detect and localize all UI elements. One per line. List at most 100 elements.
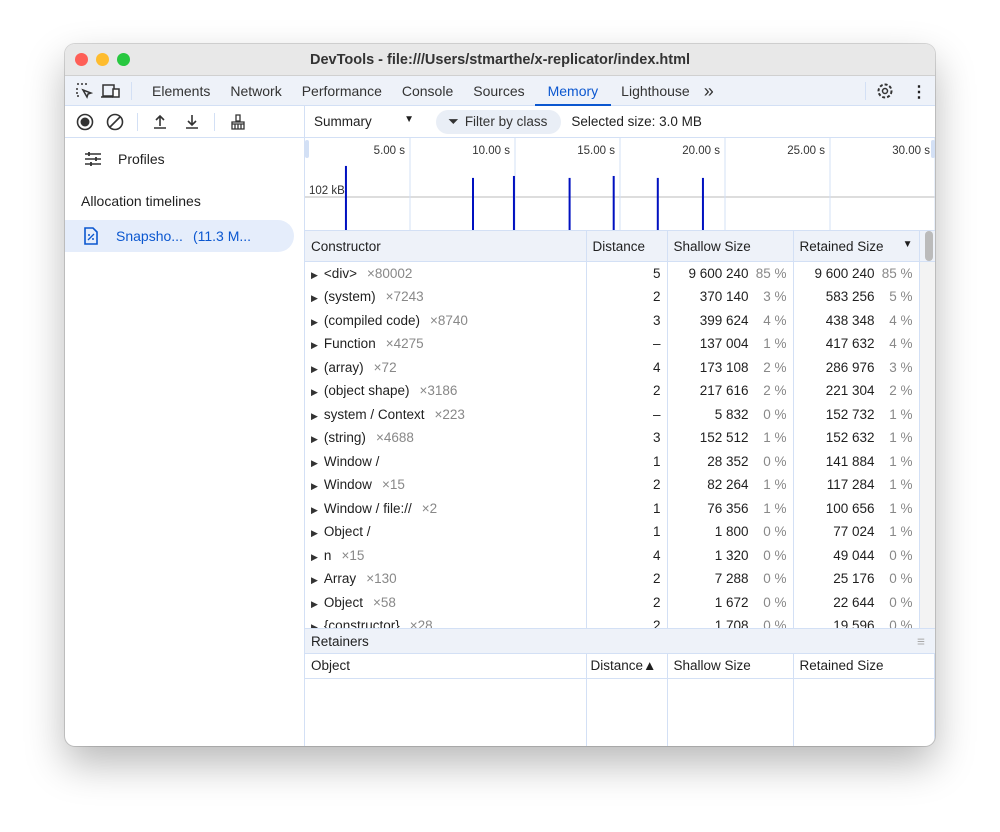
ret-col-object[interactable]: Object (305, 654, 587, 679)
shallow-cell: 152 512 1 % (667, 426, 794, 450)
expand-triangle-icon[interactable]: ▶ (311, 622, 318, 628)
window-title: DevTools - file:///Users/stmarthe/x-repl… (309, 52, 691, 68)
view-select[interactable]: Summary ▼ (314, 114, 414, 129)
col-shallow-size[interactable]: Shallow Size (667, 231, 794, 262)
range-handle-right[interactable] (931, 140, 935, 158)
col-retained-size[interactable]: Retained Size ▼ (793, 231, 920, 262)
scrollbar[interactable] (919, 231, 935, 262)
table-row[interactable]: ▶ Object ×58 2 1 672 0 % 22 644 0 % (305, 590, 935, 614)
retained-cell: 22 644 0 % (793, 590, 920, 614)
table-row[interactable]: ▶ Object / 1 1 800 0 % 77 024 1 % (305, 520, 935, 544)
expand-triangle-icon[interactable]: ▶ (311, 481, 318, 492)
expand-triangle-icon[interactable]: ▶ (311, 293, 318, 304)
table-row[interactable]: ▶ Array ×130 2 7 288 0 % 25 176 0 % (305, 567, 935, 591)
tab-console[interactable]: Console (401, 82, 454, 99)
filter-by-class-input[interactable]: ⏷ Filter by class (436, 109, 562, 134)
retained-size: 49 044 (833, 547, 875, 563)
constructor-cell: ▶ n ×15 (305, 543, 587, 567)
allocation-timeline[interactable]: 5.00 s 10.00 s 15.00 s 20.00 s 25.00 s 30.00 … (305, 138, 935, 231)
table-row[interactable]: ▶ Window / file://×2 1 76 356 1 % 100 656 1… (305, 496, 935, 520)
retained-size: 9 600 240 (814, 266, 875, 281)
record-icon[interactable] (73, 113, 97, 131)
table-row[interactable]: ▶ {constructor} ×28 2 1 708 0 % 19 596 0 % (305, 614, 935, 628)
tab-elements[interactable]: Elements (152, 82, 211, 99)
clear-icon[interactable] (101, 113, 129, 131)
more-options-icon[interactable]: ⋮ (911, 84, 927, 101)
retained-cell: 25 176 0 % (793, 567, 920, 591)
expand-triangle-icon[interactable]: ▶ (311, 270, 318, 280)
range-handle-left[interactable] (305, 140, 309, 158)
more-tabs-icon[interactable]: » (703, 80, 714, 101)
expand-triangle-icon[interactable]: ▶ (311, 457, 318, 468)
shallow-pct: 1 % (763, 336, 787, 352)
tab-sources[interactable]: Sources (473, 82, 525, 99)
distance-cell: 1 (586, 449, 668, 473)
drag-handle-icon[interactable]: ≡ (917, 634, 925, 649)
instance-count: ×15 (381, 477, 405, 493)
constructor-cell: ▶ (array) ×72 (305, 355, 587, 379)
tab-performance[interactable]: Performance (301, 82, 382, 99)
device-toolbar-icon[interactable] (97, 82, 125, 100)
ret-col-shallow[interactable]: Shallow Size (667, 654, 794, 679)
expand-triangle-icon[interactable]: ▶ (311, 434, 318, 445)
shallow-pct: 2 % (763, 383, 787, 399)
inspect-element-icon[interactable] (71, 82, 97, 100)
table-row[interactable]: ▶ (string) ×4688 3 152 512 1 % 152 632 1 % (305, 426, 935, 450)
constructor-name: (object shape) (323, 383, 410, 399)
col-distance[interactable]: Distance (586, 231, 668, 262)
zoom-button[interactable] (117, 53, 130, 66)
constructor-name: system / Context (323, 406, 425, 422)
table-row[interactable]: ▶ Function ×4275 – 137 004 1 % 417 632 4 % (305, 332, 935, 356)
expand-triangle-icon[interactable]: ▶ (311, 410, 318, 421)
expand-triangle-icon[interactable]: ▶ (311, 598, 318, 609)
table-row[interactable]: ▶ system / Context ×223 – 5 832 0 % 152 732… (305, 402, 935, 426)
instance-count: ×130 (366, 571, 397, 587)
table-row[interactable]: ▶ (array) ×72 4 173 108 2 % 286 976 3 % (305, 355, 935, 379)
close-button[interactable] (75, 53, 88, 66)
table-row[interactable]: ▶ (compiled code) ×8740 3 399 624 4 % 438 3… (305, 308, 935, 332)
settings-gear-icon[interactable] (875, 81, 895, 101)
constructor-name: Window (323, 477, 372, 493)
tab-lighthouse[interactable]: Lighthouse (621, 82, 690, 99)
retained-pct: 1 % (889, 406, 913, 422)
table-row[interactable]: ▶ (system) ×7243 2 370 140 3 % 583 256 5 % (305, 285, 935, 309)
col-constructor[interactable]: Constructor (305, 231, 587, 262)
retained-pct: 1 % (889, 524, 913, 540)
minimize-button[interactable] (96, 53, 109, 66)
snapshot-item[interactable]: Snapsho... (11.3 M... (65, 220, 294, 252)
table-row[interactable]: ▶ (object shape) ×3186 2 217 616 2 % 221 30… (305, 379, 935, 403)
constructor-cell: ▶ <div> ×80002 (305, 261, 587, 285)
expand-triangle-icon[interactable]: ▶ (311, 551, 318, 562)
instance-count: ×8740 (429, 312, 468, 328)
tab-memory[interactable]: Memory (534, 76, 612, 106)
expand-triangle-icon[interactable]: ▶ (311, 528, 318, 539)
shallow-cell: 137 004 1 % (667, 332, 794, 356)
expand-triangle-icon[interactable]: ▶ (311, 363, 318, 374)
expand-triangle-icon[interactable]: ▶ (311, 504, 318, 515)
ret-col-distance[interactable]: Distance▲ (586, 654, 668, 679)
constructor-cell: ▶ Array ×130 (305, 567, 587, 591)
shallow-cell: 1 320 0 % (667, 543, 794, 567)
instance-count: ×4275 (385, 336, 424, 352)
expand-triangle-icon[interactable]: ▶ (311, 575, 318, 586)
upload-icon[interactable] (146, 113, 174, 131)
expand-triangle-icon[interactable]: ▶ (311, 316, 318, 327)
distance-cell: – (586, 332, 668, 356)
retained-cell: 9 600 240 85 % (793, 261, 920, 285)
table-row[interactable]: ▶ n ×15 4 1 320 0 % 49 044 0 % (305, 543, 935, 567)
table-row[interactable]: ▶ Window ×15 2 82 264 1 % 117 284 1 % (305, 473, 935, 497)
expand-triangle-icon[interactable]: ▶ (311, 387, 318, 398)
summary-toolbar: Summary ▼ ⏷ Filter by class Selected size:… (305, 106, 935, 138)
retained-size: 438 348 (825, 312, 875, 328)
ret-col-retained[interactable]: Retained Size (793, 654, 935, 679)
table-row[interactable]: ▶ Window / 1 28 352 0 % 141 884 1 % (305, 449, 935, 473)
download-icon[interactable] (178, 113, 206, 131)
retained-cell: 117 284 1 % (793, 473, 920, 497)
allocation-bar (701, 177, 704, 230)
expand-triangle-icon[interactable]: ▶ (311, 340, 318, 351)
constructor-name: (string) (323, 430, 366, 446)
collect-garbage-broom-icon[interactable] (223, 113, 253, 131)
table-row[interactable]: ▶ <div> ×80002 5 9 600 240 85 % 9 600 240 85… (305, 261, 935, 285)
tab-network[interactable]: Network (230, 82, 282, 99)
profiles-item[interactable]: Profiles (65, 138, 304, 180)
